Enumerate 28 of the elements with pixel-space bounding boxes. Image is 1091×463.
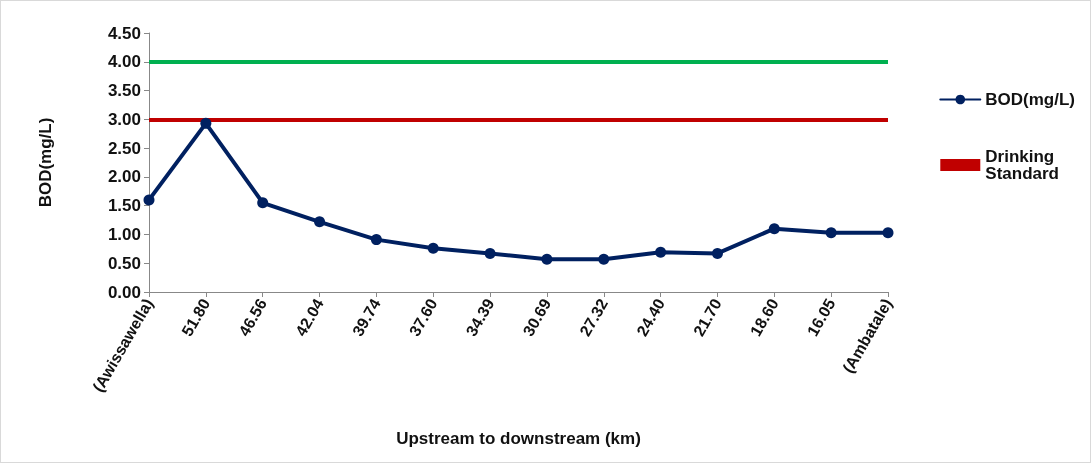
y-tick-label: 2.00 [107, 167, 141, 187]
y-axis-title: BOD(mg/L) [36, 117, 55, 208]
point [200, 117, 212, 129]
y-tick-label: 3.50 [107, 81, 141, 101]
point [427, 242, 439, 254]
y-tick-label: 2.50 [107, 138, 141, 158]
y-tick-label: 4.50 [107, 23, 141, 43]
point [484, 247, 496, 259]
point [825, 227, 837, 239]
point [598, 253, 610, 265]
point [768, 223, 780, 235]
y-tick-label: 3.00 [107, 109, 141, 129]
point [257, 197, 269, 209]
point [143, 194, 155, 206]
y-tick-label: 4.00 [107, 52, 141, 72]
y-tick-label: 0.00 [107, 282, 141, 302]
y-tick-label: 0.50 [107, 253, 141, 273]
point [370, 234, 382, 246]
legend-label: BOD(mg/L) [985, 90, 1076, 109]
point [882, 227, 894, 239]
y-tick-label: 1.00 [107, 224, 141, 244]
point [711, 247, 723, 259]
x-axis-title: Upstream to downstream (km) [396, 429, 641, 448]
point [655, 246, 667, 258]
y-tick-label: 1.50 [107, 196, 141, 216]
point [541, 253, 553, 265]
point [314, 216, 326, 228]
legend-label: Drinking Standard [985, 147, 1059, 183]
